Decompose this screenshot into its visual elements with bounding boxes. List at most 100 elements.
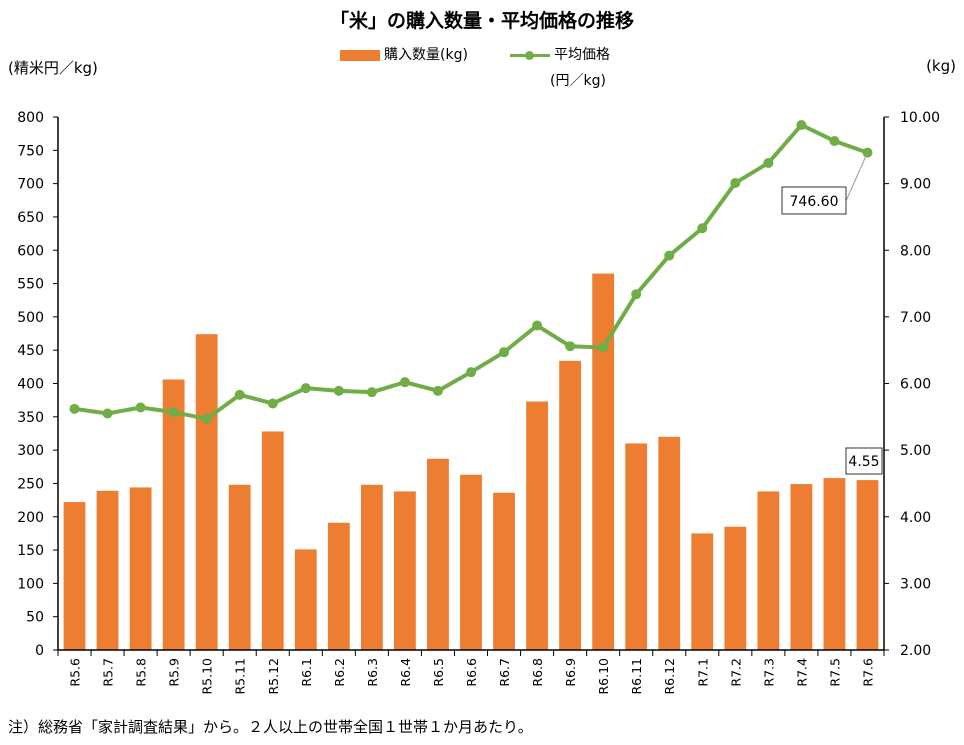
bar-R6.6: [460, 474, 482, 650]
bar-R7.2: [724, 526, 747, 650]
left-tick-label: 550: [17, 277, 44, 293]
bar-R6.7: [493, 492, 515, 650]
left-tick-label: 800: [17, 110, 44, 126]
price-point-R7.2: [730, 177, 741, 188]
right-tick-label: 5.00: [900, 443, 931, 459]
chart-title: 「米」の購入数量・平均価格の推移: [329, 10, 634, 32]
price-point-R6.3: [366, 387, 377, 398]
legend-line-marker: [525, 51, 534, 60]
x-tick-label: R6.2: [332, 658, 347, 687]
x-tick-label: R5.10: [200, 658, 215, 695]
x-tick-label: R5.9: [167, 658, 182, 687]
bar-R6.4: [394, 491, 416, 650]
bar-R6.9: [559, 360, 582, 650]
price-point-R5.6: [69, 403, 80, 414]
x-tick-label: R7.5: [827, 658, 842, 687]
right-tick-label: 10.00: [900, 110, 940, 126]
left-tick-label: 200: [17, 510, 44, 526]
x-tick-label: R5.7: [101, 658, 116, 687]
price-point-R6.1: [300, 383, 311, 394]
price-point-R6.10: [598, 342, 609, 353]
right-tick-label: 8.00: [900, 243, 931, 259]
left-tick-label: 250: [17, 476, 44, 492]
right-axis-unit: (kg): [926, 57, 956, 75]
x-tick-label: R6.10: [596, 658, 611, 695]
right-tick-label: 3.00: [900, 576, 931, 592]
price-point-R6.7: [499, 347, 510, 358]
left-tick-label: 0: [35, 643, 44, 659]
right-tick-label: 9.00: [900, 177, 931, 193]
x-tick-label: R6.7: [497, 658, 512, 687]
left-tick-label: 500: [17, 310, 44, 326]
footnote: 注）総務省「家計調査結果」から。２人以上の世帯全国１世帯１か月あたり。: [8, 718, 533, 736]
price-point-R6.12: [664, 250, 675, 261]
legend-bar-label: 購入数量(kg): [384, 47, 468, 63]
x-tick-label: R6.5: [431, 658, 446, 687]
legend-line-label: 平均価格: [554, 47, 610, 63]
price-point-R6.5: [432, 385, 443, 396]
price-point-R5.11: [234, 389, 245, 400]
left-axis-unit: (精米円／kg): [8, 59, 98, 77]
bar-R7.1: [691, 533, 714, 650]
right-tick-label: 6.00: [900, 377, 931, 393]
x-tick-label: R5.8: [134, 658, 149, 687]
x-tick-label: R6.11: [629, 658, 644, 695]
price-point-R5.7: [102, 408, 113, 419]
price-callout-box: [781, 186, 847, 215]
bar-R5.6: [63, 502, 86, 650]
price-callout-leader: [845, 152, 868, 202]
bar-R5.12: [261, 431, 284, 650]
left-tick-label: 50: [26, 610, 44, 626]
bar-R7.4: [790, 484, 813, 650]
price-point-R6.6: [466, 367, 476, 378]
bar-R6.8: [526, 401, 548, 650]
bar-R6.3: [360, 484, 383, 650]
price-point-R6.8: [532, 320, 543, 331]
price-point-R7.3: [763, 157, 774, 168]
x-tick-label: R7.2: [728, 658, 743, 687]
bar-R7.6: [856, 480, 879, 650]
price-callout-label: 746.60: [790, 194, 839, 210]
x-tick-label: R7.6: [860, 658, 875, 687]
x-tick-label: R6.6: [464, 658, 479, 687]
price-point-R5.10: [201, 413, 212, 424]
bar-R5.10: [195, 334, 218, 650]
price-point-R7.1: [697, 223, 708, 234]
bar-R5.9: [162, 379, 185, 650]
bar-R5.7: [96, 490, 119, 650]
legend-line-unit: (円／kg): [550, 73, 606, 89]
right-tick-label: 4.00: [900, 510, 931, 526]
left-tick-label: 600: [17, 243, 44, 259]
left-tick-label: 300: [17, 443, 44, 459]
price-point-R6.11: [631, 289, 642, 300]
right-tick-label: 2.00: [900, 643, 931, 659]
bar-R6.12: [658, 436, 681, 650]
x-tick-label: R6.3: [365, 658, 380, 687]
price-point-R6.4: [399, 377, 410, 388]
x-tick-label: R5.12: [266, 658, 281, 695]
x-tick-label: R6.8: [530, 658, 545, 687]
x-tick-label: R5.6: [68, 658, 83, 687]
x-tick-label: R6.1: [299, 658, 314, 687]
price-point-R6.2: [333, 385, 344, 396]
bar-R6.2: [327, 522, 350, 650]
price-point-R5.9: [168, 407, 179, 418]
left-tick-label: 700: [17, 177, 44, 193]
price-point-R6.9: [565, 341, 576, 352]
price-point-R5.12: [267, 398, 278, 409]
qty-callout-box: [845, 447, 883, 475]
x-tick-label: R5.11: [233, 658, 248, 695]
left-tick-label: 350: [17, 410, 44, 426]
x-tick-label: R6.9: [563, 658, 578, 687]
left-tick-label: 150: [17, 543, 44, 559]
bar-R5.11: [228, 484, 251, 650]
bar-R7.3: [757, 491, 780, 650]
x-tick-label: R7.4: [794, 658, 809, 687]
x-tick-label: R7.1: [695, 658, 710, 687]
bar-R5.8: [129, 487, 152, 650]
left-tick-label: 650: [17, 210, 44, 226]
bar-R6.10: [592, 273, 615, 650]
price-point-R7.4: [796, 119, 807, 130]
left-tick-label: 100: [17, 576, 44, 592]
